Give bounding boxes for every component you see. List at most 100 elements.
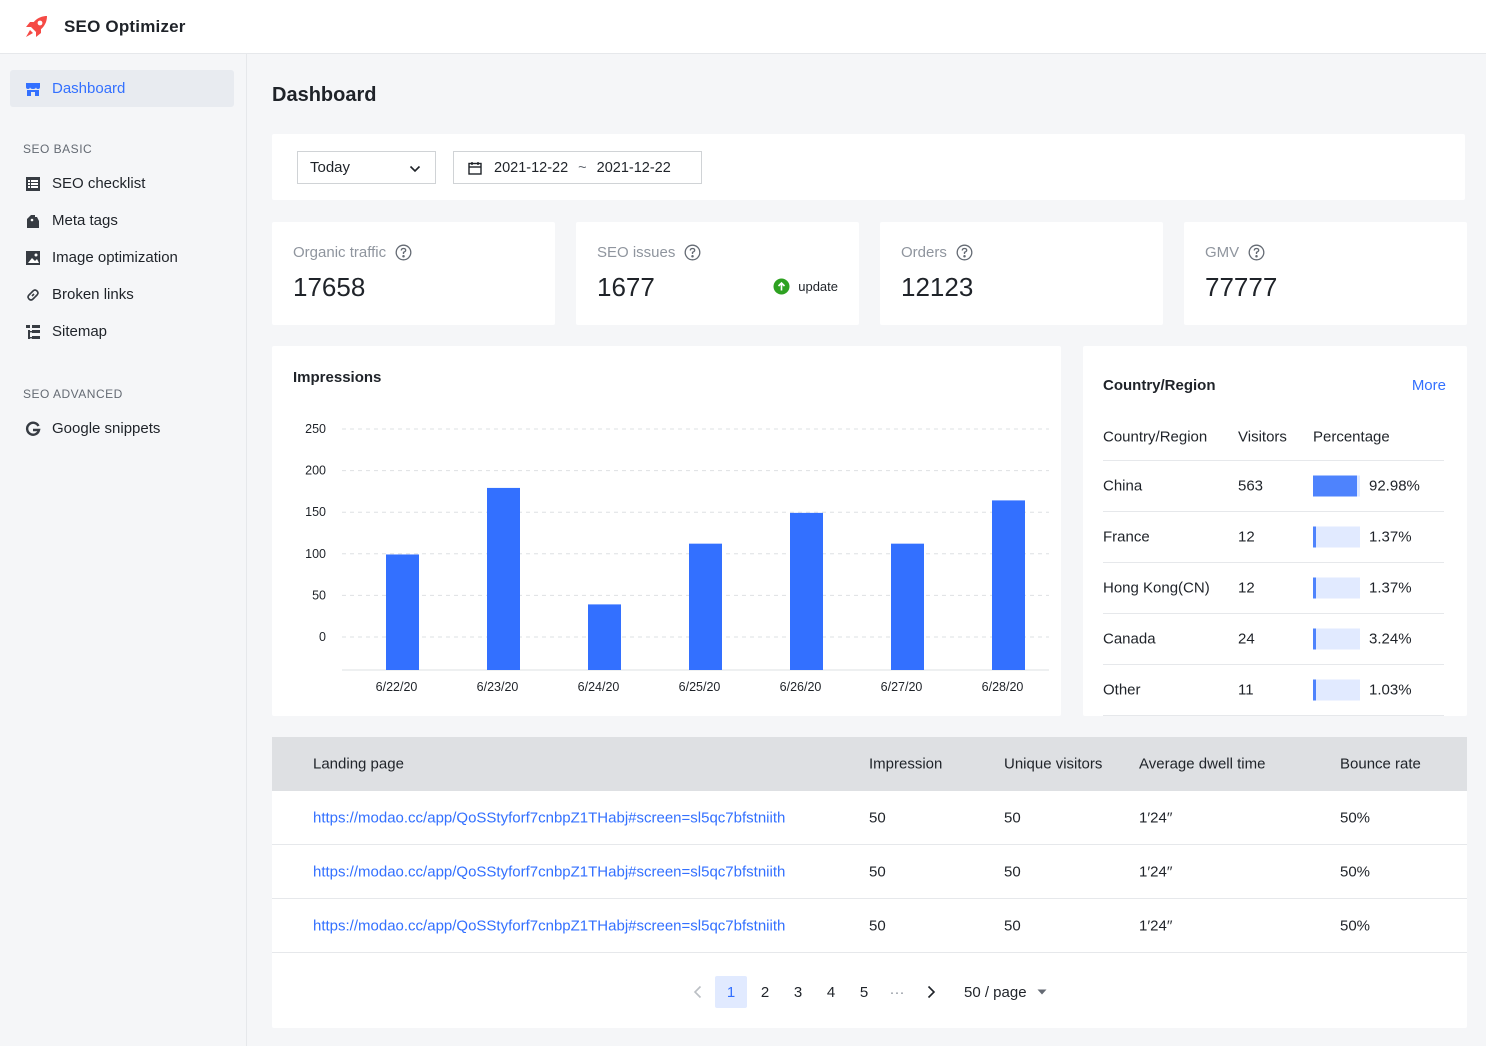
sidebar-item-dashboard[interactable]: Dashboard: [10, 70, 234, 107]
percentage-bar: [1313, 577, 1360, 599]
y-tick-label: 150: [305, 505, 326, 519]
sidebar-item-label: Broken links: [52, 286, 134, 303]
table-row: https://modao.cc/app/QoSStyforf7cnbpZ1TH…: [272, 845, 1467, 899]
country-row: Hong Kong(CN) 12 1.37%: [1103, 563, 1444, 614]
page-title: Dashboard: [272, 84, 377, 106]
column-header: Country/Region: [1103, 428, 1208, 445]
more-link[interactable]: More: [1411, 377, 1446, 394]
page-button-3[interactable]: 3: [793, 983, 803, 1001]
bar: [992, 500, 1025, 670]
x-tick-label: 6/28/20: [982, 680, 1024, 694]
sidebar-item-label: Meta tags: [52, 212, 118, 229]
percentage-bar: [1313, 628, 1360, 650]
sidebar-item-sitemap[interactable]: Sitemap: [10, 313, 234, 350]
sidebar-item-meta-tags[interactable]: Meta tags: [10, 202, 234, 239]
page-size-select[interactable]: 50 / page: [964, 976, 1047, 1008]
country-name: Hong Kong(CN): [1103, 579, 1210, 597]
start-date: 2021-12-22: [494, 159, 569, 176]
sidebar-section-basic: SEO BASIC: [23, 142, 93, 156]
dwell-cell: 1′24′′: [1139, 809, 1173, 826]
bar: [689, 543, 722, 670]
stat-card-seo-issues: SEO issues 1677 update: [576, 222, 859, 325]
stat-value: 17658: [293, 272, 366, 302]
stat-label: Organic traffic: [293, 244, 387, 261]
country-title: Country/Region: [1103, 377, 1216, 394]
column-header: Landing page: [313, 755, 404, 773]
stat-value: 12123: [901, 272, 974, 302]
bar: [790, 512, 823, 670]
next-page-button[interactable]: [915, 976, 947, 1008]
page-button-1[interactable]: 1: [715, 976, 747, 1008]
country-table: Country/Region Visitors Percentage China…: [1103, 413, 1444, 716]
sidebar-item-label: Image optimization: [52, 249, 178, 266]
stat-card-gmv: GMV 77777: [1184, 222, 1467, 325]
column-header: Average dwell time: [1139, 755, 1266, 773]
sidebar-item-broken-links[interactable]: Broken links: [10, 276, 234, 313]
tag-icon: [24, 212, 42, 230]
percentage-bar-fill: [1313, 577, 1316, 599]
sidebar: Dashboard SEO BASIC SEO checklist Meta t…: [0, 54, 247, 1046]
filter-bar: Today 2021-12-22 ~ 2021-12-22: [272, 134, 1465, 200]
country-visitors: 24: [1238, 630, 1255, 648]
country-name: Other: [1103, 681, 1141, 699]
stat-label: SEO issues: [597, 244, 676, 261]
bar: [588, 604, 621, 670]
country-percentage: 3.24%: [1369, 630, 1412, 648]
help-icon[interactable]: [395, 244, 412, 261]
date-separator: ~: [578, 159, 587, 176]
column-header: Percentage: [1313, 428, 1390, 445]
percentage-bar-fill: [1313, 526, 1316, 548]
country-visitors: 11: [1238, 681, 1254, 699]
page-button-2[interactable]: 2: [760, 983, 770, 1001]
dwell-cell: 1′24′′: [1139, 863, 1173, 880]
country-visitors: 563: [1238, 477, 1264, 495]
country-name: Canada: [1103, 630, 1156, 648]
google-icon: [24, 420, 42, 438]
landing-page-link[interactable]: https://modao.cc/app/QoSStyforf7cnbpZ1TH…: [313, 917, 786, 934]
top-bar: SEO Optimizer: [0, 0, 1486, 54]
impressions-card: Impressions 250 200 150 100 50 0 6/22/20 6/23/2…: [272, 346, 1061, 716]
country-visitors: 12: [1238, 579, 1255, 597]
sidebar-item-image-optimization[interactable]: Image optimization: [10, 239, 234, 276]
percentage-bar: [1313, 526, 1360, 548]
country-name: China: [1103, 477, 1143, 495]
sidebar-item-seo-checklist[interactable]: SEO checklist: [10, 165, 234, 202]
stat-card-orders: Orders 12123: [880, 222, 1163, 325]
country-percentage: 92.98%: [1369, 477, 1420, 495]
update-label: update: [798, 279, 838, 294]
country-percentage: 1.37%: [1369, 528, 1412, 546]
page-button-4[interactable]: 4: [826, 983, 836, 1001]
stat-label: Orders: [901, 244, 947, 261]
period-select[interactable]: Today: [297, 151, 436, 184]
table-row: https://modao.cc/app/QoSStyforf7cnbpZ1TH…: [272, 791, 1467, 845]
page-button-5[interactable]: 5: [859, 983, 869, 1001]
country-row: Canada 24 3.24%: [1103, 614, 1444, 665]
app-title: SEO Optimizer: [64, 16, 186, 36]
y-tick-label: 100: [305, 547, 326, 561]
page-ellipsis[interactable]: ···: [889, 983, 905, 1001]
percentage-bar-fill: [1313, 679, 1316, 701]
help-icon[interactable]: [956, 244, 973, 261]
column-header: Impression: [869, 755, 943, 773]
x-tick-label: 6/26/20: [780, 680, 822, 694]
x-tick-label: 6/23/20: [477, 680, 519, 694]
chevron-down-icon: [409, 162, 421, 179]
pagination: 1 2 3 4 5 ··· 50 / page: [272, 973, 1467, 1008]
help-icon[interactable]: [684, 244, 701, 261]
landing-page-link[interactable]: https://modao.cc/app/QoSStyforf7cnbpZ1TH…: [313, 863, 786, 880]
landing-page-link[interactable]: https://modao.cc/app/QoSStyforf7cnbpZ1TH…: [313, 809, 786, 826]
date-range-picker[interactable]: 2021-12-22 ~ 2021-12-22: [453, 151, 702, 184]
update-button[interactable]: update: [773, 278, 838, 295]
table-header: Landing page Impression Unique visitors …: [272, 737, 1467, 791]
column-header: Bounce rate: [1340, 755, 1421, 773]
prev-page-button[interactable]: [682, 976, 714, 1008]
y-tick-label: 50: [312, 588, 326, 602]
end-date: 2021-12-22: [596, 159, 671, 176]
sidebar-item-google-snippets[interactable]: Google snippets: [10, 410, 234, 447]
country-row: China 563 92.98%: [1103, 461, 1444, 512]
country-table-header: Country/Region Visitors Percentage: [1103, 413, 1444, 461]
country-percentage: 1.37%: [1369, 579, 1412, 597]
percentage-bar-fill: [1313, 475, 1357, 497]
help-icon[interactable]: [1248, 244, 1265, 261]
visitors-cell: 50: [1004, 863, 1021, 880]
